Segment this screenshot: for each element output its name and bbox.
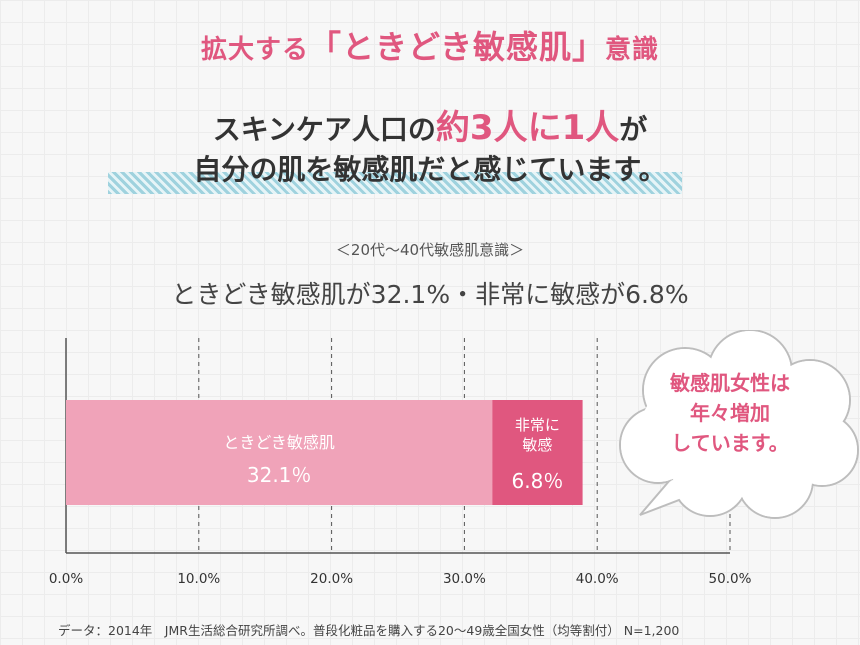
chart-summary: ときどき敏感肌が32.1%・非常に敏感が6.8%	[171, 280, 689, 309]
x-tick-label: 50.0%	[709, 571, 752, 587]
speech-cloud-icon	[619, 330, 859, 519]
title-emphasis: 「ときどき敏感肌」	[308, 28, 606, 66]
headline-line-2: 自分の肌を敏感肌だと感じています。	[193, 153, 667, 186]
x-tick-label: 10.0%	[177, 571, 220, 587]
headline-line-1: スキンケア人口の約3人に1人が	[0, 100, 860, 149]
x-tick-label: 0.0%	[49, 571, 83, 587]
callout-line-1: 敏感肌女性は	[670, 371, 790, 395]
callout-line-3: しています。	[671, 431, 789, 455]
bar-segment	[492, 400, 583, 505]
headline-highlight	[108, 172, 682, 194]
bar-value-label: 32.1％	[247, 463, 312, 487]
headline-emphasis: 約3人に1人	[435, 108, 620, 148]
bar-label: ときどき敏感肌	[223, 433, 335, 452]
stacked-bar-chart: ときどき敏感肌 32.1％ 非常に敏感 6.8％ 0.0% 10.0% 20.0% 30.0…	[49, 338, 752, 587]
x-tick-label: 40.0%	[576, 571, 619, 587]
page-title: 拡大する「ときどき敏感肌」意識	[0, 22, 860, 68]
x-tick-label: 20.0%	[310, 571, 353, 587]
bar-segment	[66, 400, 493, 505]
title-prefix: 拡大する	[200, 35, 309, 65]
x-tick-label: 30.0%	[443, 571, 486, 587]
headline-line-1-suffix: が	[619, 113, 648, 146]
headline-line-1-prefix: スキンケア人口の	[212, 113, 436, 146]
chart-subheading: ＜20代〜40代敏感肌意識＞	[335, 241, 525, 259]
title-suffix: 意識	[605, 35, 660, 65]
bar-value-label: 6.8％	[512, 469, 564, 493]
callout-line-2: 年々増加	[690, 401, 770, 425]
bar-label: 敏感	[522, 436, 552, 454]
data-source-footnote: データ：2014年 JMR生活総合研究所調べ。普段化粧品を購入する20〜49歳全…	[58, 623, 680, 638]
callout-text: 敏感肌女性は 年々増加 しています。	[625, 368, 835, 458]
bar-label: 非常に	[515, 416, 560, 434]
